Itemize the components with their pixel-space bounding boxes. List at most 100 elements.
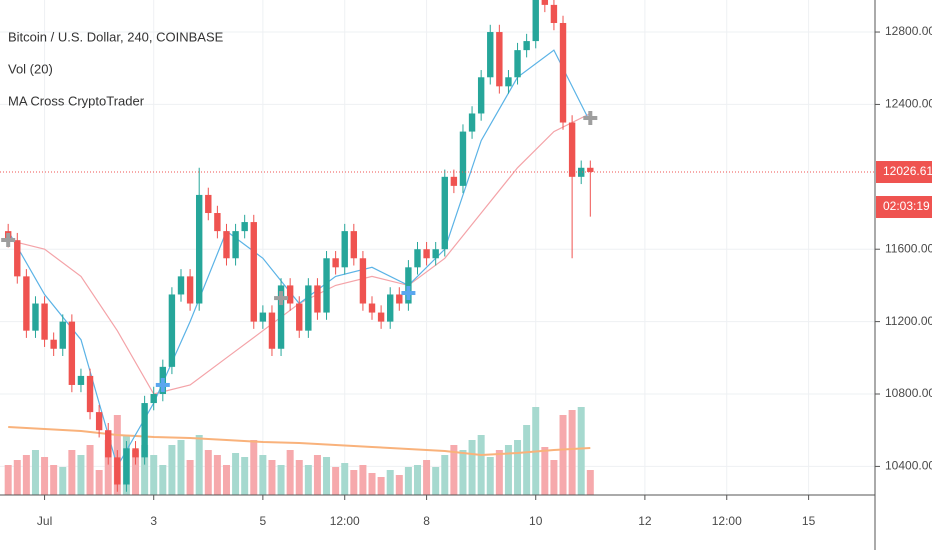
candle-body (232, 231, 239, 259)
volume-bar (568, 410, 576, 495)
candle-body (141, 403, 148, 458)
x-tick-label: 3 (150, 514, 157, 528)
candle-body (59, 321, 66, 349)
candle-body (14, 240, 21, 277)
volume-bar (368, 473, 376, 495)
volume-bar (213, 455, 221, 495)
candle-body (505, 77, 512, 87)
x-tick-label: 5 (260, 514, 267, 528)
volume-bar (504, 445, 512, 495)
y-tick-label: 12400.00 (885, 97, 932, 111)
y-tick-label: 11200.00 (885, 314, 932, 328)
candle-body (541, 0, 549, 5)
candle-body (277, 285, 285, 349)
volume-bar (286, 450, 294, 495)
countdown-box (876, 196, 932, 219)
y-tick-label: 10800.00 (885, 386, 932, 400)
volume-bar (350, 470, 358, 495)
volume-bar (413, 465, 421, 495)
volume-bar (459, 450, 467, 495)
volume-bar (104, 440, 112, 495)
signal-cross (583, 111, 598, 126)
indicator-label: MA Cross CryptoTrader (8, 93, 145, 108)
candle-body (114, 457, 121, 485)
candle-body (423, 249, 430, 259)
y-tick-label: 10400.00 (885, 459, 932, 473)
volume-bar (31, 450, 39, 495)
candle-body (568, 122, 576, 177)
volume-bar (68, 450, 76, 495)
candle-body (32, 303, 39, 331)
candle-body (23, 276, 30, 331)
candle-body (250, 222, 257, 322)
volume-bar (432, 467, 440, 495)
volume-bar (395, 475, 403, 495)
volume-bar (341, 463, 349, 495)
x-tick-label: 15 (802, 514, 816, 528)
x-tick-label: 12 (638, 514, 652, 528)
candle-body (132, 448, 139, 458)
volume-bar (586, 470, 594, 495)
candle-body (305, 285, 312, 331)
candle-body (523, 41, 530, 51)
volume-bar (523, 425, 531, 495)
signal-cross (401, 286, 416, 301)
candle-body (459, 131, 467, 186)
candle-body (41, 303, 48, 340)
candle-body (268, 312, 276, 349)
axes: 10400.00 10800.00 11200.00 11600.00 12400.00… (37, 24, 932, 528)
volume-bar (268, 460, 276, 495)
candle-body (396, 294, 403, 304)
volume-bar (168, 445, 176, 495)
candle-body (377, 312, 385, 322)
volume-bar (177, 440, 185, 495)
volume-bar (159, 465, 167, 495)
candle-body (359, 258, 367, 304)
candle-body (587, 167, 594, 173)
volume-bar (13, 460, 21, 495)
volume-bar (514, 440, 522, 495)
signal-cross (1, 232, 16, 247)
y-tick-label: 11600.00 (885, 241, 932, 255)
volume-bar (441, 455, 449, 495)
volume-bar (259, 455, 267, 495)
candle-body (350, 231, 358, 259)
volume-bar (277, 465, 285, 495)
signal-cross (155, 377, 170, 392)
candle-body (368, 303, 376, 313)
volume-bar (241, 457, 249, 495)
candle-body (241, 222, 248, 232)
volume-bar (232, 453, 240, 495)
volume-bar (141, 445, 149, 495)
candle-body (414, 249, 421, 268)
candle-body (123, 448, 130, 485)
candle-body (223, 231, 230, 259)
last-price-box (876, 161, 932, 184)
volume-bar (559, 415, 567, 495)
candle-body (477, 77, 485, 114)
volume-bar (186, 460, 194, 495)
candle-body (441, 176, 448, 250)
signal-cross-v (406, 286, 411, 301)
candle-body (259, 312, 267, 322)
candle-body (50, 339, 57, 349)
volume-bar (22, 455, 30, 495)
candle-body (341, 231, 348, 268)
candle-body (314, 285, 321, 313)
volume-bar (495, 450, 503, 495)
x-tick-label: 12:00 (330, 514, 360, 528)
candle-body (205, 194, 212, 214)
signal-cross-v (160, 377, 165, 392)
volume-bar (59, 467, 67, 495)
candle-body (332, 258, 339, 268)
volume-bar (313, 455, 321, 495)
plot-area (0, 0, 875, 495)
volume-bar (195, 435, 203, 495)
candle-body (387, 294, 394, 322)
volume-bar (450, 445, 458, 495)
volume-bar (477, 435, 485, 495)
volume-bar (550, 460, 558, 495)
candle-body (105, 430, 112, 458)
volume-bar (250, 440, 258, 495)
